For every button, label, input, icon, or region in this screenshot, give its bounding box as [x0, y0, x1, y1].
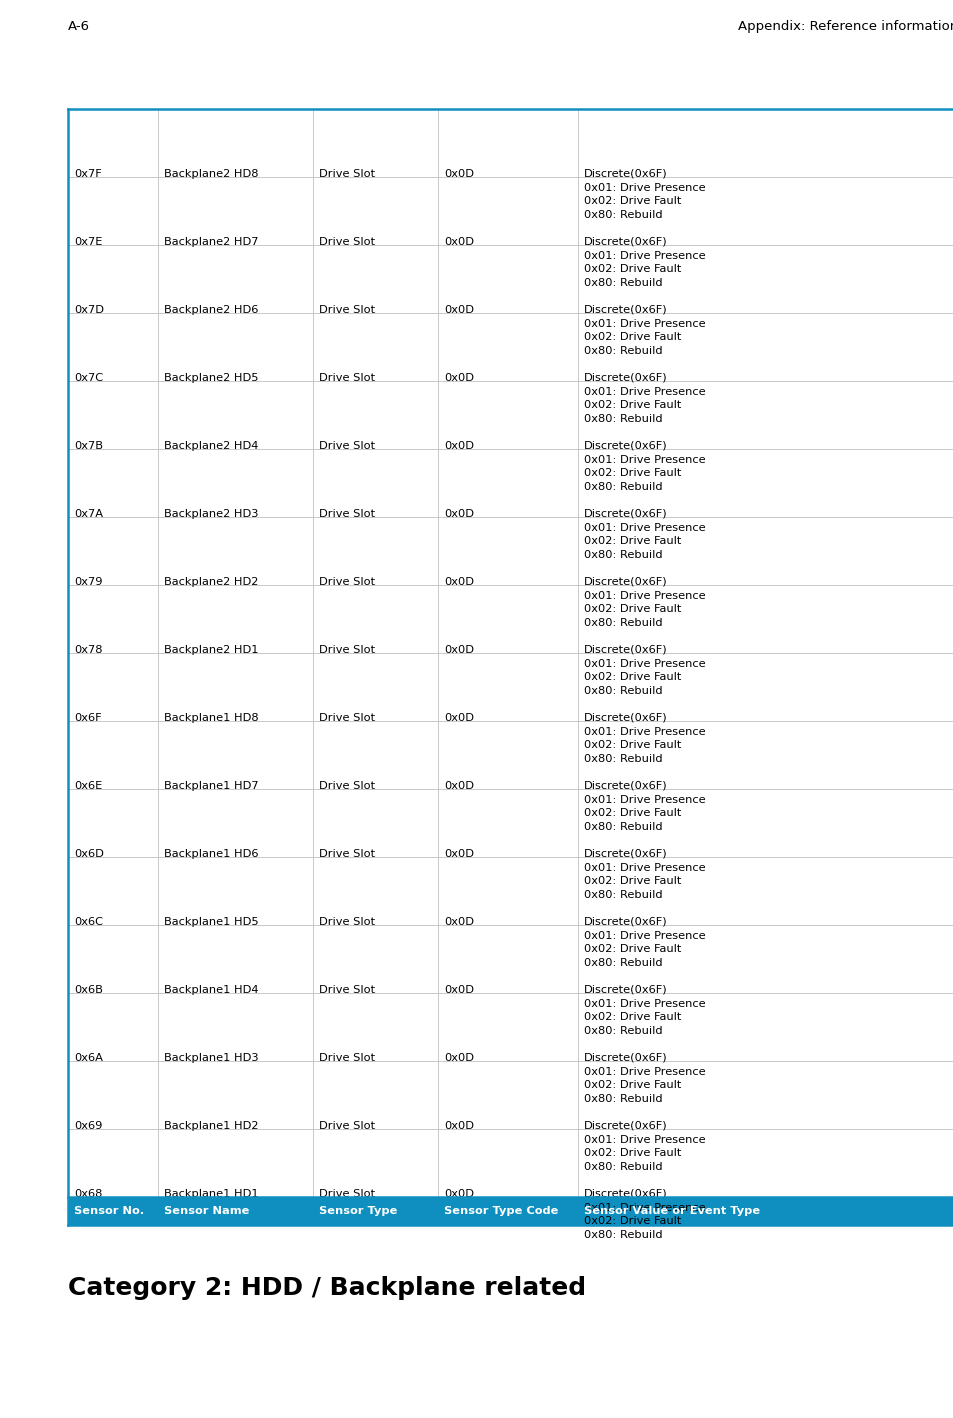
Text: 0x0D: 0x0D	[443, 237, 474, 247]
Text: 0x7E: 0x7E	[74, 237, 102, 247]
Text: Drive Slot: Drive Slot	[318, 1122, 375, 1132]
Text: Backplane1 HD5: Backplane1 HD5	[164, 917, 258, 927]
Text: Drive Slot: Drive Slot	[318, 986, 375, 995]
Text: 0x0D: 0x0D	[443, 1122, 474, 1132]
Text: 0x0D: 0x0D	[443, 781, 474, 791]
Text: Discrete(0x6F)
0x01: Drive Presence
0x02: Drive Fault
0x80: Rebuild: Discrete(0x6F) 0x01: Drive Presence 0x02…	[583, 849, 705, 900]
Text: Discrete(0x6F)
0x01: Drive Presence
0x02: Drive Fault
0x80: Rebuild: Discrete(0x6F) 0x01: Drive Presence 0x02…	[583, 373, 705, 424]
Text: 0x0D: 0x0D	[443, 849, 474, 859]
Text: Drive Slot: Drive Slot	[318, 1190, 375, 1200]
Text: 0x6E: 0x6E	[74, 781, 102, 791]
Text: Backplane1 HD2: Backplane1 HD2	[164, 1122, 258, 1132]
Text: Backplane1 HD4: Backplane1 HD4	[164, 986, 258, 995]
Text: 0x7C: 0x7C	[74, 373, 103, 383]
Text: Drive Slot: Drive Slot	[318, 509, 375, 519]
Text: 0x6B: 0x6B	[74, 986, 103, 995]
Text: 0x7D: 0x7D	[74, 305, 104, 315]
Text: Category 2: HDD / Backplane related: Category 2: HDD / Backplane related	[68, 1276, 585, 1300]
Text: 0x0D: 0x0D	[443, 1190, 474, 1200]
Text: Backplane1 HD8: Backplane1 HD8	[164, 713, 258, 723]
Bar	[68, 1197, 953, 1225]
Text: Drive Slot: Drive Slot	[318, 781, 375, 791]
Text: Drive Slot: Drive Slot	[318, 169, 375, 179]
Text: Drive Slot: Drive Slot	[318, 713, 375, 723]
Text: Discrete(0x6F)
0x01: Drive Presence
0x02: Drive Fault
0x80: Rebuild: Discrete(0x6F) 0x01: Drive Presence 0x02…	[583, 645, 705, 696]
Text: Discrete(0x6F)
0x01: Drive Presence
0x02: Drive Fault
0x80: Rebuild: Discrete(0x6F) 0x01: Drive Presence 0x02…	[583, 986, 705, 1035]
Text: 0x68: 0x68	[74, 1190, 102, 1200]
Text: 0x0D: 0x0D	[443, 1054, 474, 1064]
Text: Discrete(0x6F)
0x01: Drive Presence
0x02: Drive Fault
0x80: Rebuild: Discrete(0x6F) 0x01: Drive Presence 0x02…	[583, 1190, 705, 1239]
Text: 0x0D: 0x0D	[443, 986, 474, 995]
Text: Discrete(0x6F)
0x01: Drive Presence
0x02: Drive Fault
0x80: Rebuild: Discrete(0x6F) 0x01: Drive Presence 0x02…	[583, 169, 705, 220]
Text: Discrete(0x6F)
0x01: Drive Presence
0x02: Drive Fault
0x80: Rebuild: Discrete(0x6F) 0x01: Drive Presence 0x02…	[583, 509, 705, 560]
Text: Drive Slot: Drive Slot	[318, 917, 375, 927]
Text: Backplane2 HD6: Backplane2 HD6	[164, 305, 258, 315]
Text: Drive Slot: Drive Slot	[318, 373, 375, 383]
Text: Discrete(0x6F)
0x01: Drive Presence
0x02: Drive Fault
0x80: Rebuild: Discrete(0x6F) 0x01: Drive Presence 0x02…	[583, 917, 705, 968]
Text: 0x6C: 0x6C	[74, 917, 103, 927]
Text: Sensor Type Code: Sensor Type Code	[443, 1205, 558, 1217]
Text: 0x0D: 0x0D	[443, 645, 474, 655]
Text: 0x78: 0x78	[74, 645, 102, 655]
Text: Backplane1 HD1: Backplane1 HD1	[164, 1190, 258, 1200]
Text: Backplane2 HD1: Backplane2 HD1	[164, 645, 258, 655]
Text: Backplane2 HD7: Backplane2 HD7	[164, 237, 258, 247]
Text: Discrete(0x6F)
0x01: Drive Presence
0x02: Drive Fault
0x80: Rebuild: Discrete(0x6F) 0x01: Drive Presence 0x02…	[583, 1054, 705, 1103]
Text: 0x7B: 0x7B	[74, 441, 103, 451]
Text: Sensor No.: Sensor No.	[74, 1205, 144, 1217]
Text: 0x0D: 0x0D	[443, 305, 474, 315]
Text: Drive Slot: Drive Slot	[318, 1054, 375, 1064]
Text: Backplane2 HD3: Backplane2 HD3	[164, 509, 258, 519]
Text: 0x0D: 0x0D	[443, 509, 474, 519]
Text: 0x0D: 0x0D	[443, 917, 474, 927]
Text: Backplane2 HD2: Backplane2 HD2	[164, 577, 258, 587]
Text: Drive Slot: Drive Slot	[318, 305, 375, 315]
Text: 0x7A: 0x7A	[74, 509, 103, 519]
Text: 0x0D: 0x0D	[443, 169, 474, 179]
Text: 0x6F: 0x6F	[74, 713, 102, 723]
Text: Backplane2 HD5: Backplane2 HD5	[164, 373, 258, 383]
Text: Drive Slot: Drive Slot	[318, 849, 375, 859]
Text: Discrete(0x6F)
0x01: Drive Presence
0x02: Drive Fault
0x80: Rebuild: Discrete(0x6F) 0x01: Drive Presence 0x02…	[583, 1122, 705, 1171]
Text: Discrete(0x6F)
0x01: Drive Presence
0x02: Drive Fault
0x80: Rebuild: Discrete(0x6F) 0x01: Drive Presence 0x02…	[583, 441, 705, 492]
Text: Drive Slot: Drive Slot	[318, 237, 375, 247]
Text: Sensor Name: Sensor Name	[164, 1205, 249, 1217]
Text: Appendix: Reference information: Appendix: Reference information	[737, 20, 953, 33]
Text: 0x0D: 0x0D	[443, 713, 474, 723]
Text: Discrete(0x6F)
0x01: Drive Presence
0x02: Drive Fault
0x80: Rebuild: Discrete(0x6F) 0x01: Drive Presence 0x02…	[583, 781, 705, 832]
Text: Discrete(0x6F)
0x01: Drive Presence
0x02: Drive Fault
0x80: Rebuild: Discrete(0x6F) 0x01: Drive Presence 0x02…	[583, 237, 705, 288]
Text: Backplane2 HD8: Backplane2 HD8	[164, 169, 258, 179]
Text: 0x79: 0x79	[74, 577, 102, 587]
Text: 0x6A: 0x6A	[74, 1054, 103, 1064]
Text: Drive Slot: Drive Slot	[318, 441, 375, 451]
Text: Backplane2 HD4: Backplane2 HD4	[164, 441, 258, 451]
Text: Discrete(0x6F)
0x01: Drive Presence
0x02: Drive Fault
0x80: Rebuild: Discrete(0x6F) 0x01: Drive Presence 0x02…	[583, 577, 705, 628]
Text: Discrete(0x6F)
0x01: Drive Presence
0x02: Drive Fault
0x80: Rebuild: Discrete(0x6F) 0x01: Drive Presence 0x02…	[583, 713, 705, 764]
Text: 0x0D: 0x0D	[443, 577, 474, 587]
Text: Backplane1 HD7: Backplane1 HD7	[164, 781, 258, 791]
Text: Discrete(0x6F)
0x01: Drive Presence
0x02: Drive Fault
0x80: Rebuild: Discrete(0x6F) 0x01: Drive Presence 0x02…	[583, 305, 705, 356]
Text: 0x6D: 0x6D	[74, 849, 104, 859]
Text: 0x7F: 0x7F	[74, 169, 102, 179]
Text: Backplane1 HD3: Backplane1 HD3	[164, 1054, 258, 1064]
Text: 0x0D: 0x0D	[443, 373, 474, 383]
Text: Backplane1 HD6: Backplane1 HD6	[164, 849, 258, 859]
Text: Drive Slot: Drive Slot	[318, 577, 375, 587]
Text: A-6: A-6	[68, 20, 90, 33]
Text: 0x0D: 0x0D	[443, 441, 474, 451]
Text: Sensor Type: Sensor Type	[318, 1205, 397, 1217]
Text: Drive Slot: Drive Slot	[318, 645, 375, 655]
Text: 0x69: 0x69	[74, 1122, 102, 1132]
Text: Sensor Value or Event Type: Sensor Value or Event Type	[583, 1205, 760, 1217]
